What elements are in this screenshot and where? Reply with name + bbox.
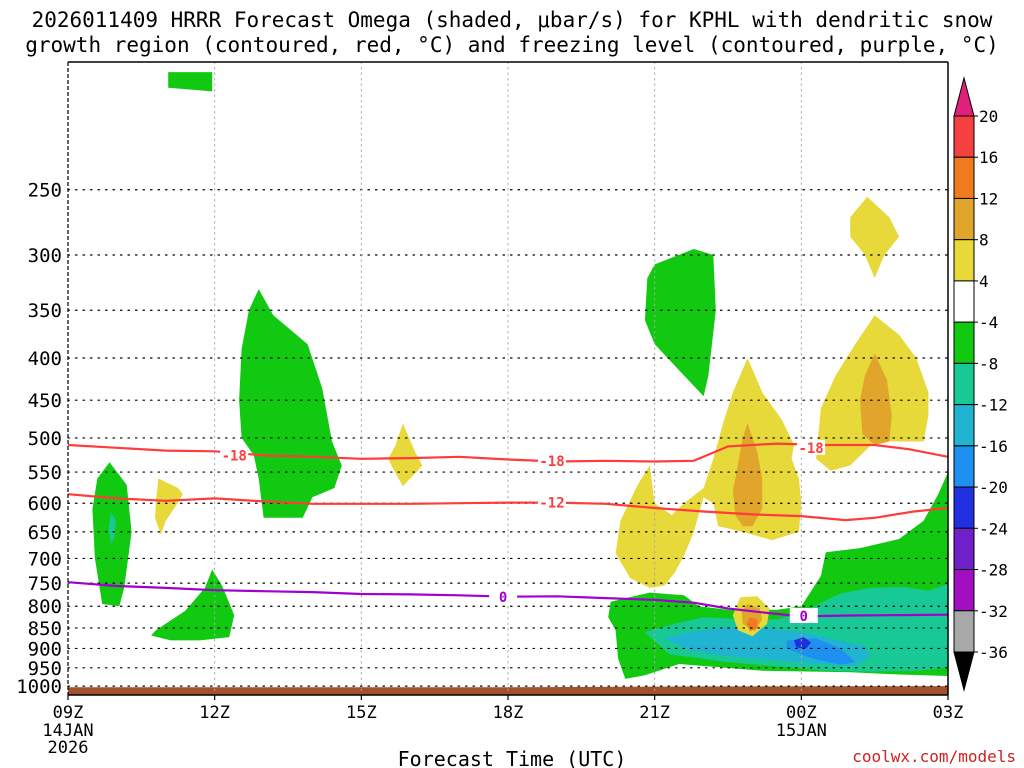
colorbar-bin-1 [953, 115, 975, 158]
contour-label-0-2: -18 [798, 441, 823, 457]
colorbar-label-10: -24 [979, 519, 1008, 538]
y-tick-label-950: 950 [28, 658, 62, 680]
colorbar-label-2: 12 [979, 189, 998, 208]
colorbar-bin-2 [953, 156, 975, 199]
colorbar-bin-11 [953, 527, 975, 571]
chart-title-line-1: 2026011409 HRRR Forecast Omega (shaded, … [31, 8, 993, 32]
y-tick-label-400: 400 [28, 348, 62, 370]
colorbar-label-6: -8 [979, 354, 998, 373]
y-tick-label-750: 750 [28, 573, 62, 595]
y-tick-label-300: 300 [28, 245, 62, 267]
colorbar-label-13: -36 [979, 643, 1008, 662]
omega-region-11 [388, 423, 423, 487]
x-tick-label-03Z: 03Z [933, 703, 964, 723]
y-tick-label-800: 800 [28, 596, 62, 618]
contour-label-0-1: -18 [539, 454, 564, 470]
y-tick-label-450: 450 [28, 390, 62, 412]
omega-region-10 [794, 637, 812, 649]
y-tick-label-1000: 1000 [16, 676, 62, 698]
colorbar-bin-8 [953, 404, 975, 447]
chart-title-line-2: growth region (contoured, red, °C) and f… [25, 33, 999, 57]
contour-label-1-0: -12 [539, 496, 564, 512]
y-tick-label-550: 550 [28, 462, 62, 484]
contour-label-bg-2-1 [789, 607, 818, 623]
omega-region-4 [239, 289, 342, 518]
contour-layer: -18 -18 -18 -12 0 0 [67, 439, 949, 625]
y-tick-label-900: 900 [28, 638, 62, 660]
contour-label-bg-0-0 [220, 447, 249, 463]
contour-line-1 [67, 493, 949, 522]
colorbar-bin-12 [953, 569, 975, 612]
contour-label-bg-1-0 [538, 494, 566, 510]
omega-region-20 [746, 617, 758, 632]
contour-label-bg-0-1 [538, 452, 566, 468]
omega-region-12 [155, 478, 183, 535]
x-tick-label-12Z: 12Z [199, 703, 230, 723]
x-tick-label-15Z: 15Z [346, 703, 377, 723]
colorbar-label-11: -28 [979, 561, 1008, 580]
colorbar-bin-4 [953, 239, 975, 282]
x-tick-label-21Z: 21Z [639, 703, 670, 723]
y-tick-label-600: 600 [28, 493, 62, 515]
colorbar-label-0: 20 [979, 107, 998, 126]
omega-region-0 [168, 72, 213, 92]
omega-shading-layer [92, 72, 948, 679]
colorbar-label-12: -32 [979, 602, 1008, 621]
x-tick-label-18Z: 18Z [493, 703, 524, 723]
colorbar-label-4: 4 [979, 272, 989, 291]
omega-region-17 [732, 423, 763, 527]
contour-label-2-1: 0 [800, 609, 808, 625]
credit-text: coolwx.com/models [852, 747, 1016, 766]
x-tick-label-09Z: 09Z [53, 703, 84, 723]
x-tick-label-00Z: 00Z [786, 703, 817, 723]
y-tick-label-700: 700 [28, 548, 62, 570]
colorbar-bottom-arrow [953, 651, 975, 692]
x-tick-sublabel-00Z: 15JAN [776, 721, 827, 741]
omega-region-2 [108, 512, 116, 544]
colorbar-label-8: -16 [979, 437, 1008, 456]
colorbar-bin-7 [953, 362, 975, 406]
colorbar: 20 16 12 8 4 -4 -8 -12 -16 -20 -24 -28 -32 -36 [953, 76, 1008, 692]
colorbar-bin-3 [953, 197, 975, 241]
y-tick-label-350: 350 [28, 300, 62, 322]
contour-label-bg-0-2 [797, 439, 826, 455]
omega-region-15 [860, 353, 892, 445]
colorbar-bin-5 [953, 280, 975, 323]
colorbar-bin-6 [953, 321, 975, 364]
colorbar-label-5: -4 [979, 313, 998, 332]
x-axis-title: Forecast Time (UTC) [398, 747, 627, 768]
colorbar-label-9: -20 [979, 478, 1008, 497]
omega-region-3 [151, 569, 235, 641]
colorbar-bin-10 [953, 486, 975, 529]
y-tick-label-500: 500 [28, 428, 62, 450]
omega-region-13 [850, 196, 900, 279]
colorbar-bin-9 [953, 445, 975, 488]
contour-label-0-0: -18 [222, 448, 247, 464]
contour-label-2-0: 0 [499, 590, 507, 606]
colorbar-top-arrow [953, 76, 975, 117]
y-tick-label-650: 650 [28, 522, 62, 544]
omega-region-5 [644, 249, 716, 397]
x-tick-sublabel2-09Z: 2026 [48, 738, 89, 758]
omega-region-16 [615, 358, 802, 588]
x-tick-sublabel-09Z: 14JAN [42, 721, 93, 741]
colorbar-label-1: 16 [979, 148, 998, 167]
contour-label-bg-2-0 [489, 589, 518, 605]
colorbar-label-3: 8 [979, 231, 989, 250]
colorbar-bin-13 [953, 610, 975, 653]
y-tick-label-250: 250 [28, 180, 62, 202]
colorbar-label-7: -12 [979, 396, 1008, 415]
y-tick-label-850: 850 [28, 618, 62, 640]
axes-layer: 2503003504004505005506006507007508008509… [16, 61, 964, 758]
